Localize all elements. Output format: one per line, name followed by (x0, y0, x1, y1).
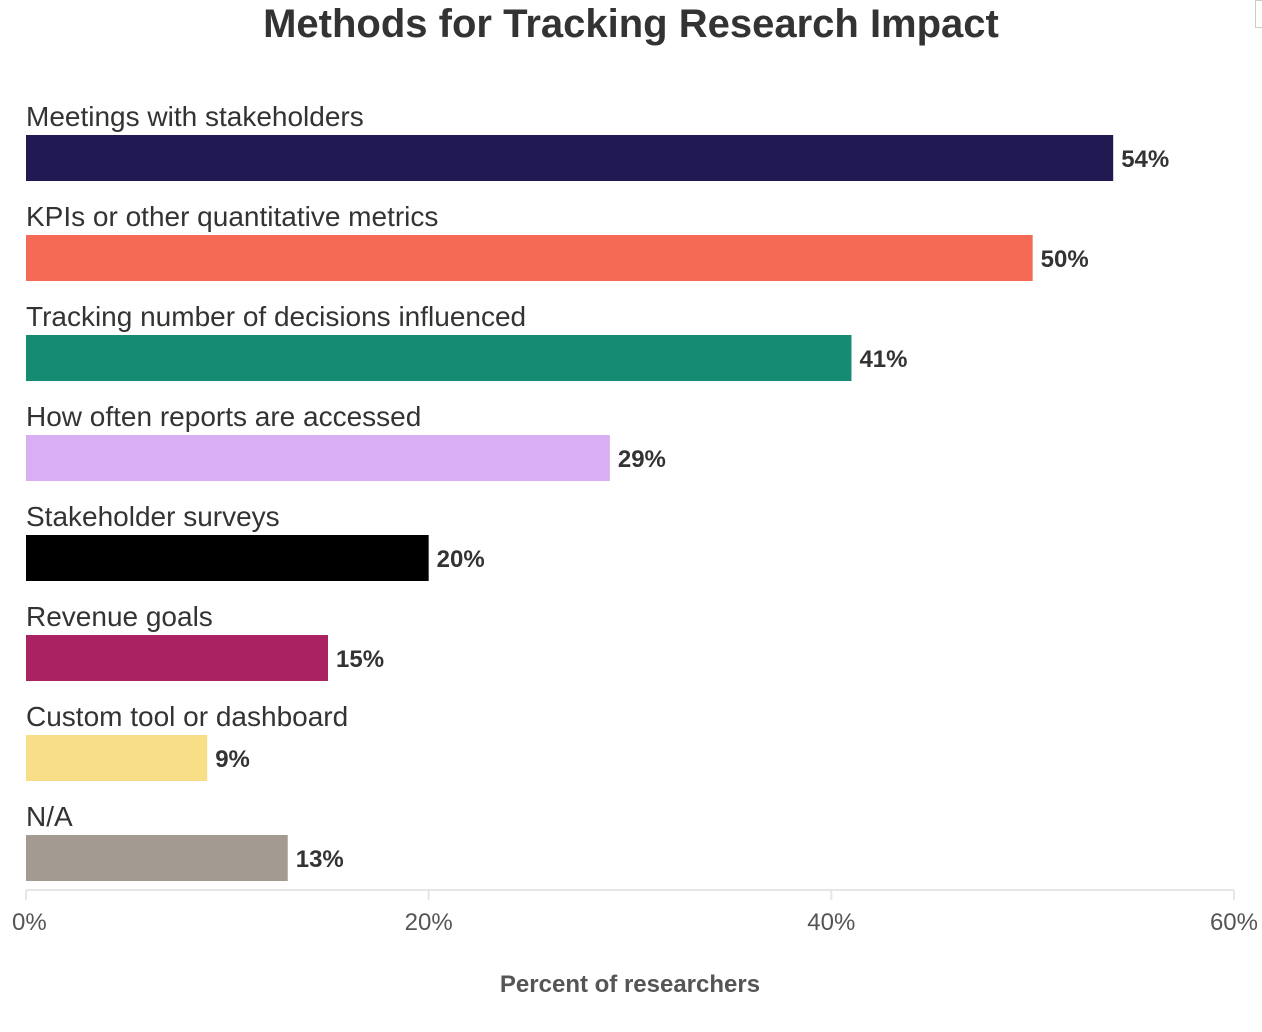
category-label-tracking-number-of-decisions-influenced: Tracking number of decisions influenced (26, 301, 526, 332)
x-tick-label: 40% (807, 909, 855, 936)
value-label-n-a: 13% (296, 846, 344, 873)
value-label-revenue-goals: 15% (336, 646, 384, 673)
bar-tracking-number-of-decisions-influenced[interactable] (26, 335, 852, 381)
x-axis-title: Percent of researchers (500, 971, 760, 998)
bar-revenue-goals[interactable] (26, 635, 328, 681)
value-label-how-often-reports-are-accessed: 29% (618, 446, 666, 473)
value-label-custom-tool-or-dashboard: 9% (215, 746, 250, 773)
category-label-custom-tool-or-dashboard: Custom tool or dashboard (26, 701, 348, 732)
category-label-revenue-goals: Revenue goals (26, 601, 213, 632)
value-label-stakeholder-surveys: 20% (437, 546, 485, 573)
category-label-how-often-reports-are-accessed: How often reports are accessed (26, 401, 421, 432)
value-label-tracking-number-of-decisions-influenced: 41% (859, 346, 907, 373)
value-label-meetings-with-stakeholders: 54% (1121, 146, 1169, 173)
bar-custom-tool-or-dashboard[interactable] (26, 735, 208, 781)
category-label-kpis-or-other-quantitative-metrics: KPIs or other quantitative metrics (26, 201, 438, 232)
category-label-n-a: N/A (26, 801, 73, 832)
category-label-meetings-with-stakeholders: Meetings with stakeholders (26, 101, 364, 132)
x-tick-label: 20% (405, 909, 453, 936)
value-label-kpis-or-other-quantitative-metrics: 50% (1041, 246, 1089, 273)
bar-n-a[interactable] (26, 835, 288, 881)
bar-stakeholder-surveys[interactable] (26, 535, 429, 581)
x-tick-label: 60% (1210, 909, 1258, 936)
scrollbar-handle[interactable] (1255, 0, 1262, 28)
category-label-stakeholder-surveys: Stakeholder surveys (26, 501, 280, 532)
x-axis-ticks: 0% 20% 40% 60% (12, 890, 1258, 936)
bars-layer: Meetings with stakeholders 54% KPIs or oth… (26, 101, 1169, 881)
bar-kpis-or-other-quantitative-metrics[interactable] (26, 235, 1033, 281)
bar-meetings-with-stakeholders[interactable] (26, 135, 1114, 181)
bar-how-often-reports-are-accessed[interactable] (26, 435, 610, 481)
chart-title: Methods for Tracking Research Impact (263, 2, 999, 46)
x-tick-label: 0% (12, 909, 47, 936)
